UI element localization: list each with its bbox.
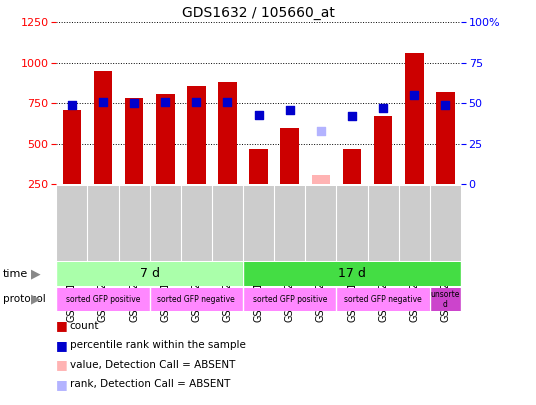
Bar [280,128,299,184]
Point [161,98,169,105]
Point [192,98,200,105]
Point [317,128,325,134]
Bar [56,288,150,311]
Bar [374,116,392,184]
Title: GDS1632 / 105660_at: GDS1632 / 105660_at [182,6,335,20]
Bar [243,288,337,311]
Text: count: count [70,321,99,331]
Text: ■: ■ [56,378,68,391]
Bar [56,262,243,286]
Text: ■: ■ [56,320,68,333]
Point [348,113,356,119]
Text: sorted GFP negative: sorted GFP negative [344,295,422,304]
Bar [337,288,430,311]
Text: ▶: ▶ [31,293,41,306]
Bar [430,288,461,311]
Bar [343,149,361,184]
Bar [405,53,423,184]
Bar [311,175,330,184]
Text: sorted GFP positive: sorted GFP positive [66,295,140,304]
Text: unsorte
d: unsorte d [431,290,460,309]
Point [286,107,294,113]
Point [254,111,263,118]
Point [99,98,107,105]
Text: sorted GFP negative: sorted GFP negative [158,295,235,304]
Bar [218,82,237,184]
Text: time: time [3,269,28,279]
Bar [243,262,461,286]
Bar [94,71,113,184]
Bar [156,94,175,184]
Point [68,102,76,108]
Bar [187,86,206,184]
Text: sorted GFP positive: sorted GFP positive [252,295,327,304]
Text: ■: ■ [56,358,68,371]
Text: percentile rank within the sample: percentile rank within the sample [70,341,245,350]
Text: 7 d: 7 d [140,267,160,280]
Text: protocol: protocol [3,294,46,304]
Point [130,100,138,107]
Bar [150,288,243,311]
Text: ▶: ▶ [31,267,41,280]
Text: value, Detection Call = ABSENT: value, Detection Call = ABSENT [70,360,235,370]
Point [223,98,232,105]
Text: 17 d: 17 d [338,267,366,280]
Point [379,105,388,111]
Bar [125,98,144,184]
Bar [63,110,81,184]
Text: ■: ■ [56,339,68,352]
Bar [436,92,455,184]
Bar [249,149,268,184]
Point [410,92,419,98]
Text: rank, Detection Call = ABSENT: rank, Detection Call = ABSENT [70,379,230,389]
Point [441,102,450,108]
